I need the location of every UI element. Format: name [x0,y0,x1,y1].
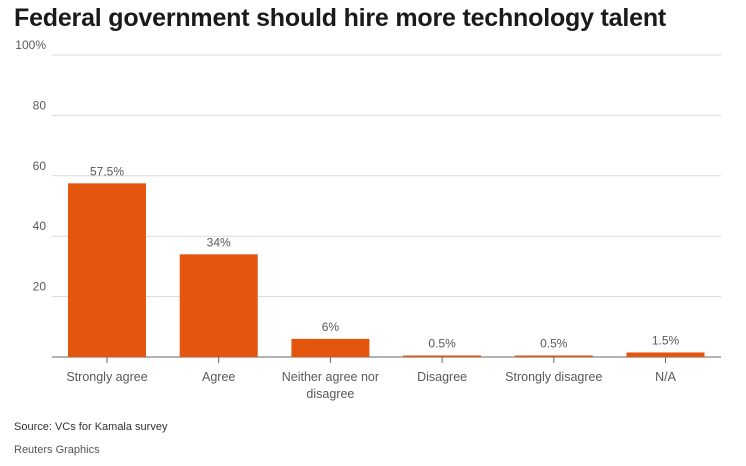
category-label: Agree [202,370,235,384]
credit-note: Reuters Graphics [14,444,100,456]
labels: 20 40 60 80 100% 57.5% Strongly agree 34% Agree 6… [15,38,679,401]
bar [68,183,146,357]
value-label: 6% [322,320,340,334]
value-label: 0.5% [428,336,456,350]
bar [291,338,370,357]
bar [514,355,593,357]
category-label: N/A [655,370,677,384]
bars [68,183,705,357]
value-label: 1.5% [652,333,680,347]
category-label: Neither agree nor [282,370,379,384]
bar [179,254,258,357]
value-label: 34% [207,235,231,249]
y-tick-label: 60 [33,159,47,173]
gridlines [52,54,721,363]
source-note: Source: VCs for Kamala survey [14,421,168,433]
y-tick-label: 20 [33,280,47,294]
category-label: Strongly disagree [505,370,602,384]
category-label: disagree [306,387,354,401]
bar [626,352,705,357]
value-label: 0.5% [540,336,568,350]
value-label: 57.5% [90,164,124,178]
y-tick-label: 40 [33,219,47,233]
bar-chart: 20 40 60 80 100% 57.5% Strongly agree 34% Agree 6… [15,38,721,401]
category-label: Strongly agree [66,370,147,384]
category-label: Disagree [417,370,467,384]
y-tick-label: 80 [33,98,47,112]
bar [403,355,482,357]
y-tick-label: 100% [15,38,46,52]
chart-title: Federal government should hire more tech… [14,4,667,32]
